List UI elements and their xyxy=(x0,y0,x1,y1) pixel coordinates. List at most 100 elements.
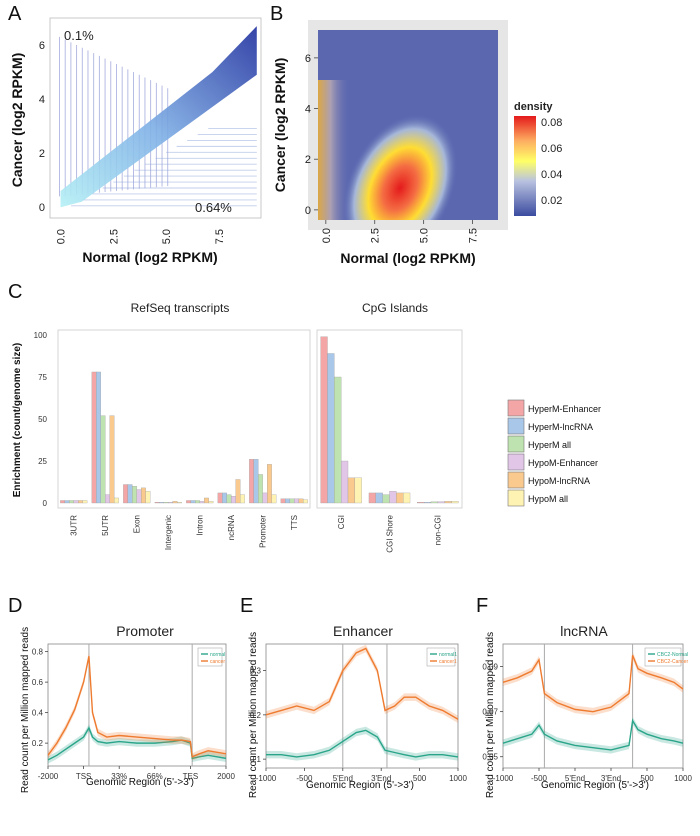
panel-c-left-bar xyxy=(123,484,128,504)
panel-e-ylabel: Read count per Million mapped reads xyxy=(248,632,259,798)
panel-f-x-tick-label: 3'End xyxy=(601,774,621,783)
panel-e-y-tick-label: 0.2 xyxy=(250,711,262,720)
panel-c-left-bar xyxy=(114,497,119,504)
panel-a-x-tick-label: 7.5 xyxy=(214,229,226,244)
panel-c-bars xyxy=(60,336,459,504)
panel-c-left-bar xyxy=(96,371,101,504)
panel-d-ylabel: Read count per Million mapped reads xyxy=(20,627,31,793)
panel-c-left-bar xyxy=(73,500,79,504)
panel-b-x-tick-label: 2.5 xyxy=(370,228,382,243)
panel-c-title-left: RefSeq transcripts xyxy=(131,301,230,315)
panel-c-legend-label: HypoM all xyxy=(528,494,568,504)
panel-b-density xyxy=(318,80,458,220)
panel-f-series-line xyxy=(502,655,684,713)
panel-c-right-frame xyxy=(316,329,463,509)
panel-c-left-x-tick-label: Intron xyxy=(196,515,205,535)
panel-f-ylabel: Read count per Million mapped reads xyxy=(485,632,496,798)
panel-c-left-bar xyxy=(78,500,83,504)
panel-c-left-bar xyxy=(289,498,295,504)
panel-c-right-bar xyxy=(403,492,411,504)
panel-f-legend-label: CBC2-Normal xyxy=(657,652,688,658)
panel-c-right-bar xyxy=(382,494,390,504)
panel-d-plot-area xyxy=(47,643,227,767)
panel-c-title-right: CpG Islands xyxy=(362,301,428,315)
panel-d-x-tick-label: TES xyxy=(183,772,199,781)
panel-c-left-bar xyxy=(91,371,97,504)
panel-f-x-tick-label: -500 xyxy=(531,774,548,783)
panel-c-right-bar xyxy=(354,477,362,504)
panel-c-right-bar xyxy=(430,501,438,504)
panel-c-legend: HyperM-Enhancer HyperM-lncRNA HyperM all Hy… xyxy=(507,399,601,507)
panel-d-series-line xyxy=(47,656,227,758)
panel-c-left-bar xyxy=(109,415,115,504)
panel-c-left-bar xyxy=(271,494,277,504)
panel-c-left-bar xyxy=(132,486,137,504)
panel-e-x-tick-label: 3'End xyxy=(371,774,391,783)
panel-a-ylabel: Cancer (log2 RPKM) xyxy=(9,53,25,188)
panel-a-x-ticks: 0.0 2.5 5.0 7.5 xyxy=(56,229,226,244)
panel-c-right-bar xyxy=(396,492,404,504)
panel-c-left-x-tick-label: 5UTR xyxy=(101,515,110,536)
panel-e-x-tick-label: 5'End xyxy=(333,774,353,783)
panel-c-right-bar xyxy=(320,336,328,504)
panel-c-right-bar xyxy=(341,460,349,504)
panel-c-left-bar xyxy=(199,501,205,504)
panel-c-right-bar xyxy=(334,376,342,504)
panel-f-legend-label: CBC2-Cancer xyxy=(657,659,688,665)
panel-c-right-bar xyxy=(347,477,356,504)
panel-e-x-tick-label: -500 xyxy=(296,774,313,783)
panel-f-xlabel: Genomic Region (5'->3') xyxy=(541,780,649,791)
panel-c-left-bar xyxy=(231,496,236,504)
panel-c-right-bar xyxy=(375,492,383,504)
panel-e-ci-band xyxy=(266,726,458,761)
panel-b-density-blob xyxy=(342,113,458,220)
panel-c-left-bar xyxy=(222,492,227,504)
panel-c-left-bar xyxy=(285,498,290,504)
panel-b-legend-tick-label: 0.08 xyxy=(541,117,562,129)
panel-c-left-bar xyxy=(226,494,232,504)
panel-c-left-bar xyxy=(163,502,169,504)
panel-f-ci-band xyxy=(503,716,683,754)
panel-c-left-bar xyxy=(154,502,160,504)
panel-a: A 0.1% 0.64% 0.0 2.5 5.0 7.5 0 2 4 6 Normal (l… xyxy=(8,3,262,265)
panel-c-left-bar xyxy=(60,500,65,504)
panel-a-x-tick-label: 0.0 xyxy=(56,229,68,244)
panel-c-y-tick-label: 75 xyxy=(38,373,47,382)
panel-c-left-x-tick-label: 3UTR xyxy=(70,515,79,536)
panel-e-y-tick-label: 0.3 xyxy=(250,667,262,676)
panel-b-xlabel: Normal (log2 RPKM) xyxy=(340,250,475,266)
panel-a-y-tick-label: 4 xyxy=(39,94,45,106)
panel-c-left-bar xyxy=(172,501,178,504)
panel-c-left-x-tick-label: TTS xyxy=(290,515,299,530)
panel-c-left-bar xyxy=(100,415,106,504)
panel-d-x-tick-label: 66% xyxy=(147,772,163,781)
panel-f-y-tick-label: 0.07 xyxy=(482,708,498,717)
panel-c-left-bar xyxy=(127,484,133,504)
panel-c-left-bar xyxy=(186,500,191,504)
panel-c-right-bar xyxy=(444,501,452,504)
panel-c-x-ticks: 3UTR 5UTR Exon Intergenic Intron ncRNA Promote… xyxy=(70,514,443,552)
panel-d-y-tick-label: 0.8 xyxy=(32,648,44,657)
panel-d-letter: D xyxy=(8,595,22,617)
panel-e: E Enhancer Read count per Million mapped… xyxy=(240,595,467,798)
panel-e-title: Enhancer xyxy=(333,623,393,639)
panel-c-left-bar xyxy=(64,500,70,504)
panel-c-legend-swatch xyxy=(507,399,525,417)
panel-c-legend-label: HyperM-Enhancer xyxy=(528,404,601,414)
panel-d: D Promoter Read count per Million mapped… xyxy=(8,595,235,793)
panel-d-x-tick-label: -2000 xyxy=(38,772,59,781)
panel-a-xlabel: Normal (log2 RPKM) xyxy=(82,249,217,265)
panel-b-y-tick-label: 6 xyxy=(305,53,311,65)
panel-b-y-tick-label: 2 xyxy=(305,154,311,166)
panel-c-left-bar xyxy=(136,489,142,504)
panel-a-y-tick-label: 0 xyxy=(39,202,45,214)
panel-a-x-tick-label: 2.5 xyxy=(108,229,120,244)
panel-f-y-tick-label: 0.05 xyxy=(482,753,498,762)
panel-c-left-bar xyxy=(204,497,209,504)
panel-e-x-tick-label: -1000 xyxy=(256,774,277,783)
panel-e-x-tick-label: 1000 xyxy=(449,774,467,783)
panel-c-left-bar xyxy=(294,498,299,504)
panel-c-left-bar xyxy=(235,479,241,504)
panel-c-left-bar xyxy=(258,474,263,504)
panel-c-left-bar xyxy=(208,501,214,504)
